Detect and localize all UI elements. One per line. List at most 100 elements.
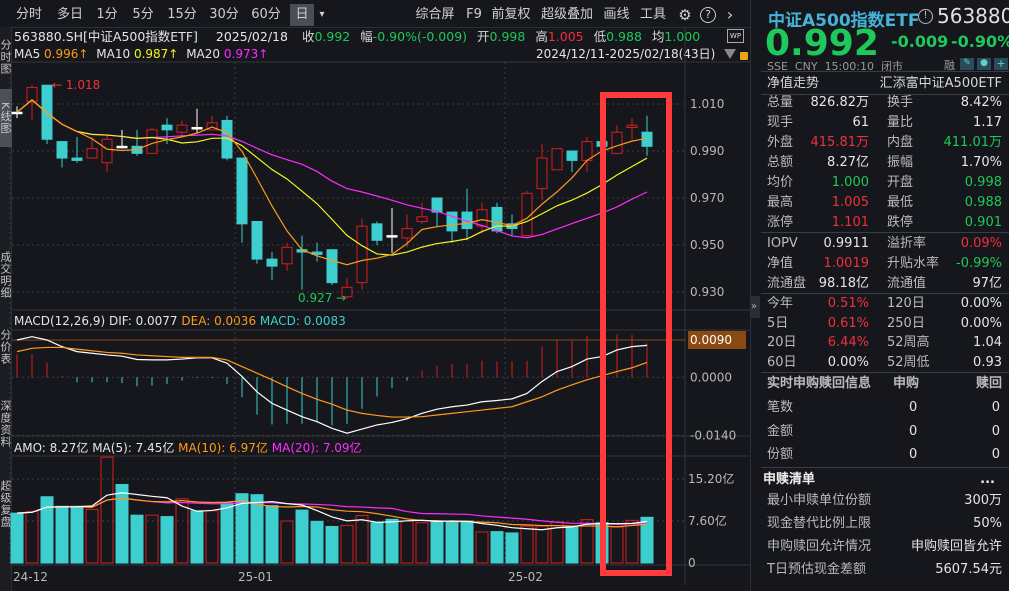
sidebar-tab-intraday[interactable]: 分时图	[0, 39, 12, 75]
candle-body	[281, 246, 293, 265]
volume-bar	[415, 522, 429, 564]
candle-body	[71, 157, 83, 161]
stat-value: 8.27亿	[827, 155, 869, 170]
kline-chart[interactable]: 1.010 0.990 0.970 0.950 0.930 24-12 25-01 25-02…	[0, 0, 750, 591]
amo-ma10-value: MA(10): 6.97亿	[178, 441, 268, 455]
volume-bar	[445, 520, 459, 564]
period-tab-multiday[interactable]: 多日	[56, 7, 83, 22]
candle-body	[401, 228, 413, 239]
date-range-label: 2024/12/11-2025/02/18(43日)	[536, 47, 716, 61]
period-tab-60min[interactable]: 60分	[251, 7, 281, 22]
volume-bar	[40, 496, 54, 564]
candle-body	[371, 223, 383, 241]
stat-label: 均价	[767, 175, 794, 190]
period-tab-intraday[interactable]: 分时	[15, 7, 42, 22]
draw-line-button[interactable]: 画线	[603, 7, 630, 22]
stat-label: 量比	[887, 115, 914, 130]
ma5-label: MA5	[14, 47, 41, 61]
stat-label: 总量	[767, 95, 794, 110]
min-price-label: 0.927 →	[298, 291, 346, 305]
stat-label: 总额	[767, 155, 794, 170]
period-tab-1min[interactable]: 1分	[96, 7, 118, 22]
amo-legend: AMO: 8.27亿 MA(5): 7.45亿 MA(10): 6.97亿 MA…	[14, 440, 362, 456]
gear-icon[interactable]: ⚙	[678, 6, 692, 24]
margin-icon[interactable]: 融	[944, 59, 955, 72]
bell-icon[interactable]: ●	[977, 58, 991, 70]
stat-row: 均价 1.000 开盘 0.998	[767, 173, 1002, 193]
stat-row: 总量 826.82万 换手 8.42%	[767, 93, 1002, 113]
stat-label: 升贴水率	[887, 256, 940, 271]
stat-label: 涨停	[767, 215, 794, 230]
open-value: 0.998	[489, 29, 526, 44]
realtime-label: 金额	[767, 423, 794, 439]
volume-bar	[310, 520, 324, 564]
period-dropdown-icon[interactable]: ▾	[319, 9, 325, 20]
change-value: -0.90%(-0.009)	[372, 29, 468, 44]
tools-button[interactable]: 工具	[639, 7, 666, 22]
macd-value: MACD: 0.0083	[259, 314, 346, 328]
candle-body	[11, 111, 23, 115]
volume-bar	[25, 510, 39, 564]
stat-value: 0.988	[964, 195, 1002, 210]
stat-label: IOPV	[767, 236, 798, 251]
period-tab-daily[interactable]: 日	[290, 4, 314, 26]
sidebar-tab-replay[interactable]: 超级复盘	[0, 480, 12, 528]
candle-body	[476, 209, 488, 227]
volume-bar	[70, 505, 84, 564]
stat-value: 0.51%	[827, 296, 869, 311]
volume-bar	[295, 509, 309, 564]
candle-body	[26, 87, 38, 103]
wp-icon[interactable]: WP	[727, 29, 744, 43]
overlay-button[interactable]: 超级叠加	[540, 7, 593, 22]
range-dropdown-icon[interactable]	[724, 49, 736, 59]
more-button[interactable]: ...	[980, 472, 995, 487]
amo-value: AMO: 8.27亿	[14, 441, 89, 455]
stat-label: 最高	[767, 195, 794, 210]
high-label: 高	[535, 29, 548, 44]
sidebar-tab-kline[interactable]: K线图	[0, 89, 12, 147]
sidebar-tab-depth[interactable]: 深度资料	[0, 400, 12, 448]
list-header: 申赎清单...	[763, 470, 1003, 490]
candle-body	[236, 157, 248, 225]
volume-ma10-line	[16, 497, 648, 528]
edit-icon[interactable]: ✎	[960, 58, 974, 70]
realtime-title: 实时申购赎回信息	[767, 376, 872, 391]
stat-label: 250日	[887, 315, 925, 331]
price-change: -0.009	[891, 32, 949, 51]
add-icon[interactable]: +	[994, 58, 1008, 70]
stat-value: 0.00%	[827, 355, 869, 371]
info-icon[interactable]: !	[918, 9, 933, 24]
period-tab-30min[interactable]: 30分	[209, 7, 239, 22]
candle-body	[341, 286, 353, 298]
period-tab-15min[interactable]: 15分	[167, 7, 197, 22]
realtime-row: 份额 0 0	[767, 445, 1002, 465]
volume-bar	[475, 531, 489, 564]
stat-row: 外盘 415.81万 内盘 411.01万	[767, 133, 1002, 153]
x-tick-label: 25-01	[238, 570, 273, 584]
candle-body	[251, 221, 263, 260]
candle-body	[626, 124, 638, 129]
f9-button[interactable]: F9	[466, 7, 482, 22]
stat-label: 跌停	[887, 215, 914, 230]
chevron-right-icon[interactable]: ›	[726, 5, 734, 24]
sidebar-tab-price-table[interactable]: 分价表	[0, 329, 12, 365]
stat-label: 溢折率	[887, 236, 927, 251]
multi-screen-button[interactable]: 综合屏	[415, 7, 455, 22]
volume-bar	[325, 525, 339, 564]
stat-label: 内盘	[887, 135, 914, 150]
volume-ma20-line	[16, 497, 648, 525]
lock-icon[interactable]	[740, 52, 748, 60]
x-tick-label: 24-12	[13, 570, 48, 584]
nav-trend-link[interactable]: 净值走势	[767, 76, 820, 91]
period-tab-5min[interactable]: 5分	[132, 7, 154, 22]
currency-label: CNY	[794, 60, 818, 73]
stat-row: 流通盘 98.18亿 流通值 97亿	[767, 274, 1002, 294]
sidebar-tab-trade-detail[interactable]: 成交明细	[0, 251, 12, 299]
help-icon[interactable]: ?	[700, 7, 716, 23]
collapse-panel-button[interactable]: »	[751, 296, 760, 318]
close-value: 0.992	[314, 29, 351, 44]
adjust-button[interactable]: 前复权	[491, 7, 531, 22]
volume-ma5-line	[16, 492, 648, 531]
nav-trend-row[interactable]: 净值走势 汇添富中证A500ETF	[767, 74, 1002, 94]
volume-bar	[400, 520, 414, 564]
